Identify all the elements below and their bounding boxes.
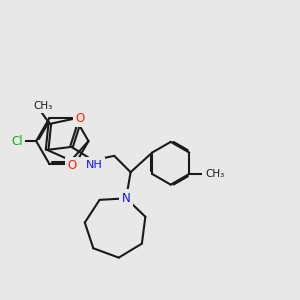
Text: Cl: Cl [11, 135, 23, 148]
Text: CH₃: CH₃ [33, 100, 52, 111]
Text: N: N [122, 192, 130, 205]
Text: NH: NH [86, 160, 103, 170]
Text: CH₃: CH₃ [205, 169, 224, 179]
Text: O: O [68, 159, 77, 172]
Text: O: O [76, 112, 85, 125]
